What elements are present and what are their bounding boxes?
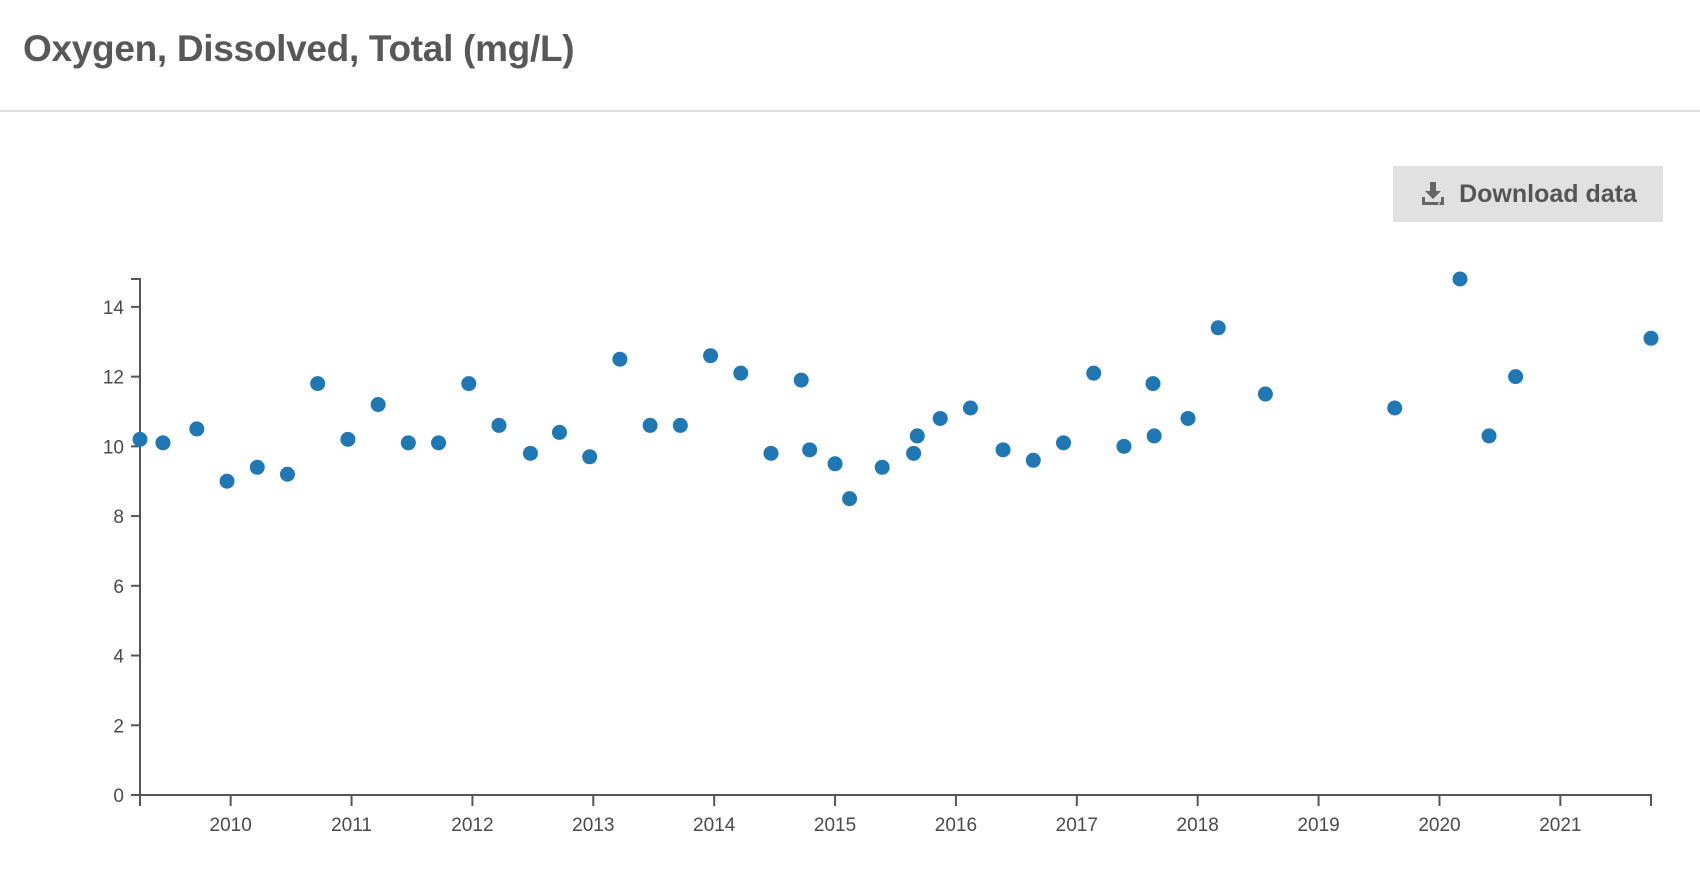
- data-point: [249, 459, 265, 475]
- data-points: [132, 271, 1659, 507]
- data-point: [1481, 428, 1497, 444]
- data-point: [1257, 386, 1273, 402]
- x-tick-label: 2016: [935, 815, 977, 836]
- x-tick-label: 2015: [814, 815, 856, 836]
- data-point: [874, 459, 890, 475]
- data-point: [155, 435, 171, 451]
- data-point: [1116, 438, 1132, 454]
- x-tick-label: 2012: [451, 815, 493, 836]
- data-point: [1643, 330, 1659, 346]
- data-point: [582, 449, 598, 465]
- data-point: [340, 431, 356, 447]
- data-point: [995, 442, 1011, 458]
- data-point: [310, 376, 326, 392]
- data-point: [1056, 435, 1072, 451]
- data-point: [279, 466, 295, 482]
- data-point: [1508, 369, 1524, 385]
- data-point: [522, 445, 538, 461]
- data-point: [551, 424, 567, 440]
- data-point: [906, 445, 922, 461]
- data-point: [802, 442, 818, 458]
- download-icon: [1422, 182, 1445, 205]
- data-point: [1146, 428, 1162, 444]
- data-point: [132, 431, 148, 447]
- data-point: [491, 417, 507, 433]
- y-tick-label: 6: [113, 577, 124, 598]
- data-point: [642, 417, 658, 433]
- x-axis: 2010 2011 2012 2013 2014 2015 2016 2017 2018 2019…: [139, 794, 1652, 836]
- y-tick-label: 10: [103, 437, 124, 458]
- y-tick-label: 12: [103, 368, 124, 389]
- x-tick-label: 2013: [572, 815, 614, 836]
- data-point: [370, 397, 386, 413]
- y-axis-line: [131, 278, 141, 796]
- data-point: [1452, 271, 1468, 287]
- header-bar: Oxygen, Dissolved, Total (mg/L): [0, 0, 1700, 112]
- y-axis: 0 2 4 6 8 10 12 14: [103, 278, 141, 807]
- data-point: [1210, 320, 1226, 336]
- x-axis-line: [139, 794, 1652, 806]
- x-tick-label: 2020: [1418, 815, 1460, 836]
- data-point: [909, 428, 925, 444]
- data-point: [1180, 410, 1196, 426]
- data-point: [703, 348, 719, 364]
- data-point: [431, 435, 447, 451]
- data-point: [672, 417, 688, 433]
- x-tick-label: 2019: [1297, 815, 1339, 836]
- data-point: [219, 473, 235, 489]
- data-point: [1086, 365, 1102, 381]
- data-point: [763, 445, 779, 461]
- data-point: [842, 491, 858, 507]
- page-title: Oxygen, Dissolved, Total (mg/L): [23, 28, 575, 69]
- y-tick-label: 8: [113, 507, 124, 528]
- y-tick-label: 0: [113, 786, 124, 807]
- data-point: [733, 365, 749, 381]
- data-point: [1145, 376, 1161, 392]
- data-point: [189, 421, 205, 437]
- x-tick-label: 2017: [1056, 815, 1098, 836]
- data-point: [962, 400, 978, 416]
- download-data-button[interactable]: Download data: [1393, 166, 1663, 222]
- x-tick-label: 2014: [693, 815, 736, 836]
- data-point: [793, 372, 809, 388]
- data-point: [400, 435, 416, 451]
- y-tick-label: 4: [113, 647, 124, 668]
- data-point: [1387, 400, 1403, 416]
- data-point: [612, 351, 628, 367]
- x-tick-label: 2021: [1539, 815, 1581, 836]
- data-point: [932, 410, 948, 426]
- data-point: [1025, 452, 1041, 468]
- x-tick-label: 2018: [1177, 815, 1219, 836]
- y-tick-label: 14: [103, 298, 125, 319]
- x-tick-label: 2010: [210, 815, 252, 836]
- x-tick-label: 2011: [331, 815, 372, 836]
- data-point: [461, 376, 477, 392]
- download-data-label: Download data: [1459, 179, 1637, 208]
- y-tick-label: 2: [113, 716, 124, 737]
- data-point: [827, 456, 843, 472]
